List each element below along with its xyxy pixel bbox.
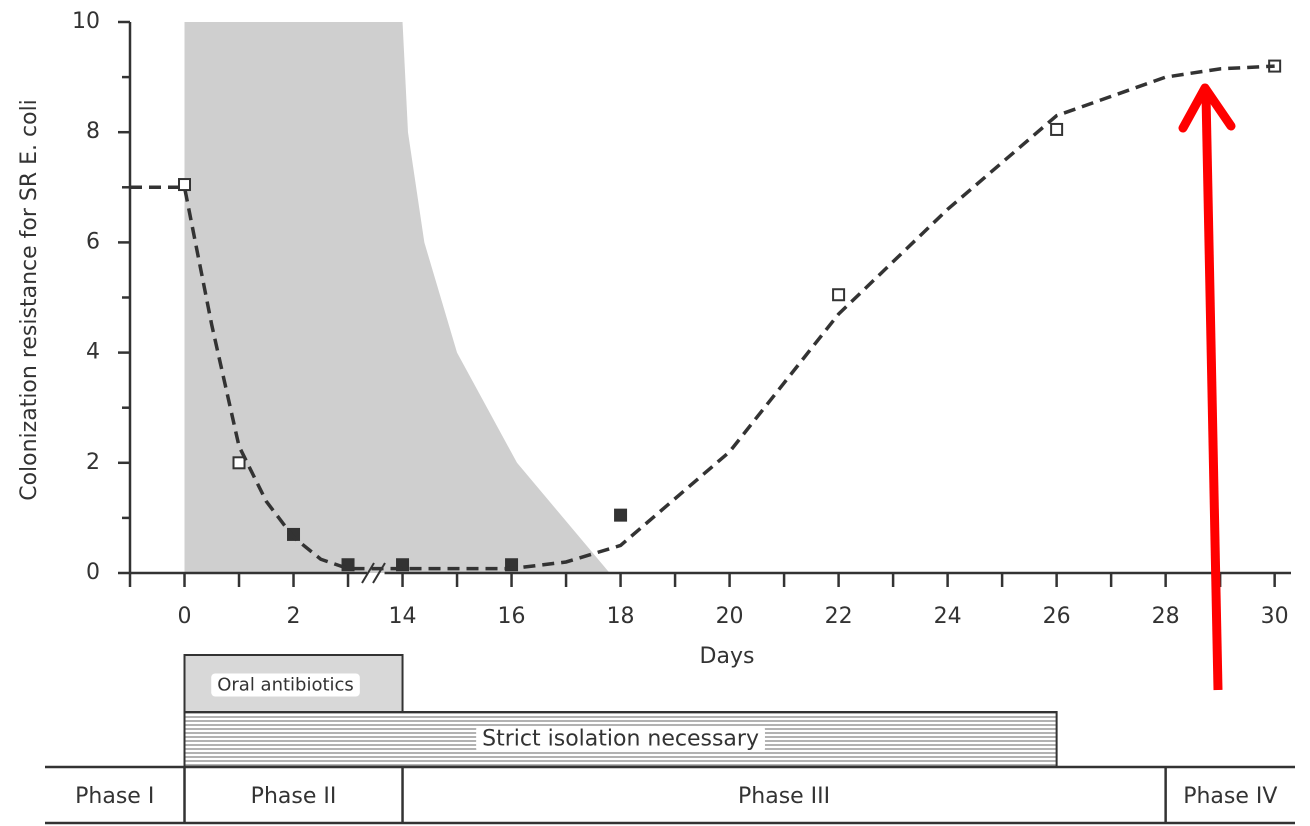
- data-point: [341, 558, 355, 572]
- y-tick-label: 4: [86, 340, 100, 365]
- y-tick-label: 0: [86, 560, 100, 585]
- red-arrow: [1178, 83, 1236, 691]
- x-tick-label: 26: [1043, 604, 1071, 629]
- x-tick-label: 24: [934, 604, 962, 629]
- data-point: [232, 456, 246, 470]
- data-point: [832, 288, 846, 302]
- y-axis-label: Colonization resistance for SR E. coli: [17, 99, 42, 501]
- axis-break: [361, 562, 386, 584]
- phase-label: Phase I: [75, 784, 154, 809]
- shaded-area: [184, 22, 610, 573]
- phase-label: Phase III: [738, 784, 830, 809]
- phase-label: Phase II: [251, 784, 337, 809]
- phase-label: Phase IV: [1183, 784, 1277, 809]
- x-tick-label: 28: [1152, 604, 1180, 629]
- fit-curve: [130, 64, 1275, 571]
- timeline-label: Strict isolation necessary: [482, 727, 759, 752]
- y-tick-label: 2: [86, 450, 100, 475]
- x-axis-label: Days: [700, 644, 755, 669]
- label-background: [476, 725, 765, 753]
- data-point: [1050, 122, 1064, 136]
- x-tick-label: 30: [1261, 604, 1289, 629]
- x-tick-label: 14: [389, 604, 417, 629]
- timeline-label: Oral antibiotics: [217, 675, 354, 696]
- x-tick-label: 16: [498, 604, 526, 629]
- y-tick-label: 10: [72, 9, 100, 34]
- data-point: [614, 508, 628, 522]
- label-background: [211, 673, 360, 697]
- x-tick-label: 0: [178, 604, 192, 629]
- data-point: [178, 178, 192, 192]
- x-tick-label: 2: [287, 604, 301, 629]
- x-tick-label: 22: [825, 604, 853, 629]
- x-tick-label: 18: [607, 604, 635, 629]
- y-tick-label: 8: [86, 119, 100, 144]
- data-point: [396, 558, 410, 572]
- x-tick-label: 20: [716, 604, 744, 629]
- y-tick-label: 6: [86, 229, 100, 254]
